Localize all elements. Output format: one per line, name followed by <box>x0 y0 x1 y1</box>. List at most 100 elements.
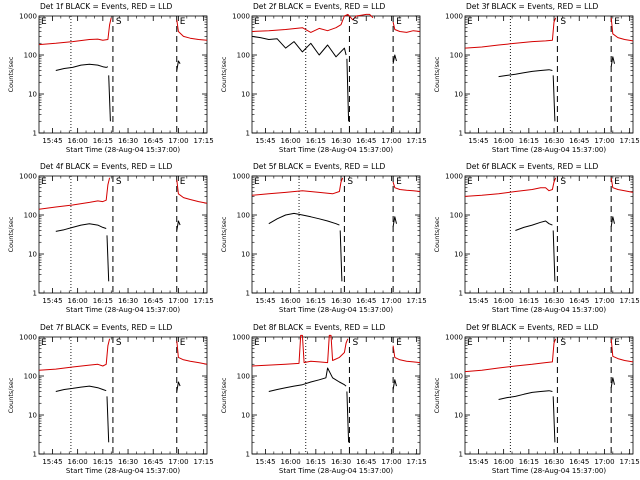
x-tick-label: 16:15 <box>306 458 326 466</box>
x-tick-label: 17:00 <box>381 137 401 145</box>
panel-title: Det 6f BLACK = Events, RED = LLD <box>466 162 599 171</box>
events-series-line <box>392 379 397 390</box>
data-area <box>465 337 633 454</box>
chart-panel-1: Det 1f BLACK = Events, RED = LLD 1 10 100 10… <box>7 2 214 154</box>
x-tick-label: 17:15 <box>194 458 214 466</box>
x-tick-label: 16:15 <box>93 458 113 466</box>
lld-series-line <box>39 17 112 46</box>
x-tick-label: 16:15 <box>519 297 539 305</box>
lld-series-line <box>176 340 207 365</box>
y-tick-label: 1000 <box>19 13 37 21</box>
events-series-line <box>610 216 615 227</box>
y-tick-label: 1 <box>246 290 250 298</box>
marker-label-s: S <box>352 17 358 27</box>
x-tick-label: 15:45 <box>468 458 488 466</box>
events-series-line <box>106 396 110 443</box>
x-tick-label: 16:30 <box>544 297 564 305</box>
y-tick-label: 10 <box>28 91 37 99</box>
panel-title: Det 4f BLACK = Events, RED = LLD <box>40 162 173 171</box>
marker-label-e: E <box>396 177 402 187</box>
marker-label-e: E <box>614 17 620 27</box>
marker-label-e: E <box>254 17 260 27</box>
x-tick-label: 16:15 <box>93 137 113 145</box>
y-tick-label: 1 <box>459 451 463 459</box>
marker-label-s: S <box>116 338 122 348</box>
marker-label-e: E <box>396 17 402 27</box>
y-axis-label: Counts/sec <box>433 216 441 252</box>
y-tick-label: 1000 <box>232 13 250 21</box>
plot-frame <box>464 175 634 294</box>
events-series-line <box>392 216 397 227</box>
y-tick-label: 100 <box>450 373 463 381</box>
chart-panel-2: Det 2f BLACK = Events, RED = LLD 1 10 100 10… <box>220 2 427 154</box>
lld-series-line <box>176 19 207 41</box>
y-tick-label: 10 <box>454 251 463 259</box>
x-tick-label: 16:00 <box>281 137 301 145</box>
y-tick-label: 1 <box>246 451 250 459</box>
x-tick-label: 16:00 <box>68 458 88 466</box>
y-tick-label: 1 <box>459 290 463 298</box>
chart-panel-8: Det 8f BLACK = Events, RED = LLD 1 10 100 10… <box>220 323 427 475</box>
lld-series-line <box>465 17 557 49</box>
x-tick-label: 16:45 <box>143 137 163 145</box>
marker-label-e: E <box>614 177 620 187</box>
y-tick-label: 1000 <box>232 173 250 181</box>
x-tick-label: 15:45 <box>255 458 275 466</box>
data-area <box>465 16 633 133</box>
x-tick-label: 17:00 <box>168 458 188 466</box>
x-tick-label: 16:15 <box>519 458 539 466</box>
x-tick-label: 16:30 <box>331 297 351 305</box>
y-tick-label: 100 <box>450 52 463 60</box>
x-tick-label: 17:15 <box>194 297 214 305</box>
lld-series-line <box>465 338 557 373</box>
lld-series-line <box>610 17 633 42</box>
y-tick-label: 1 <box>246 130 250 138</box>
data-area <box>39 16 207 133</box>
events-series-line <box>392 54 397 64</box>
data-area <box>465 176 633 293</box>
marker-label-e: E <box>467 338 473 348</box>
y-tick-label: 1000 <box>19 173 37 181</box>
events-series-line <box>346 58 350 122</box>
x-tick-label: 16:30 <box>331 458 351 466</box>
x-tick-label: 17:00 <box>594 297 614 305</box>
x-tick-label: 16:30 <box>118 137 138 145</box>
events-series-line <box>268 367 347 392</box>
x-tick-label: 16:15 <box>519 137 539 145</box>
y-axis-label: Counts/sec <box>433 56 441 92</box>
marker-label-e: E <box>180 177 186 187</box>
events-series-line <box>176 60 181 71</box>
events-series-line <box>610 377 615 388</box>
data-area <box>39 176 207 293</box>
x-tick-label: 15:45 <box>468 297 488 305</box>
y-tick-label: 10 <box>454 412 463 420</box>
marker-label-s: S <box>560 338 566 348</box>
events-series-line <box>346 391 350 443</box>
y-tick-label: 100 <box>237 212 250 220</box>
events-series-line <box>55 63 109 71</box>
x-tick-label: 15:45 <box>255 137 275 145</box>
plot-frame <box>38 336 208 455</box>
x-tick-label: 16:45 <box>569 297 589 305</box>
y-axis-label: Counts/sec <box>220 216 228 252</box>
marker-label-e: E <box>254 177 260 187</box>
x-axis-label: Start Time (28-Aug-04 15:37:00) <box>279 467 393 475</box>
x-tick-label: 17:15 <box>620 137 640 145</box>
x-tick-label: 17:00 <box>594 137 614 145</box>
lld-series-line <box>610 177 633 193</box>
x-axis-label: Start Time (28-Aug-04 15:37:00) <box>66 146 180 154</box>
y-tick-label: 100 <box>237 52 250 60</box>
x-tick-label: 17:15 <box>194 137 214 145</box>
x-tick-label: 16:45 <box>569 458 589 466</box>
y-tick-label: 1 <box>33 290 37 298</box>
data-area <box>39 337 207 454</box>
y-axis-label: Counts/sec <box>220 377 228 413</box>
marker-label-e: E <box>614 338 620 348</box>
x-tick-label: 16:30 <box>118 458 138 466</box>
events-series-line <box>108 75 111 122</box>
marker-label-s: S <box>347 177 353 187</box>
events-series-line <box>552 75 556 122</box>
data-area <box>252 334 420 454</box>
plot-frame <box>251 15 421 134</box>
